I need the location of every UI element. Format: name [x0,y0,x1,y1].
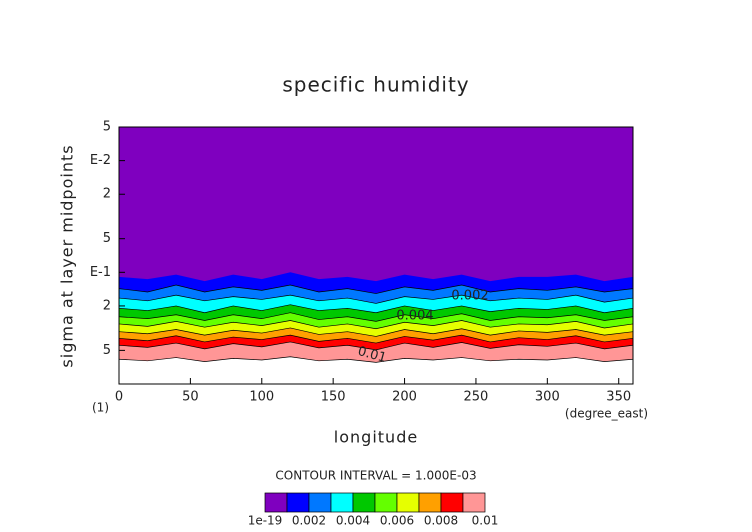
contour-line [118,356,634,363]
x-axis-label: longitude [334,428,418,447]
contour-label: 0.002 [451,289,488,304]
colorbar-box [308,492,332,513]
contour-label: 0.01 [356,344,388,366]
colorbar-box [352,492,376,513]
x-tick-label: 50 [182,390,199,405]
y-tick-label: E-2 [90,153,111,168]
x-tick-label: 100 [249,390,274,405]
y-tick-label: 2 [103,187,111,202]
x-tick-label: 350 [606,390,631,405]
y-tick-label: 5 [103,231,111,246]
colorbar-box [418,492,442,513]
y-tick-label: 2 [103,298,111,313]
contour-line [118,320,634,330]
contour-line [118,334,634,344]
colorbar-box [396,492,420,513]
contour-line [118,327,634,337]
contour-line [118,304,634,314]
colorbar-box [286,492,310,513]
contour-interval: CONTOUR INTERVAL = 1.000E-03 [275,469,476,483]
colorbar-box [330,492,354,513]
colorbar-box [440,492,464,513]
colorbar-label: 0.008 [424,514,458,528]
colorbar-label: 0.004 [336,514,370,528]
colorbar-label: 0.002 [292,514,326,528]
y-tick-label small: (1) [92,401,109,415]
colorbar-label: 0.01 [472,514,499,528]
contour-label: 0.004 [396,309,433,324]
colorbar-label: 1e-19 [248,514,283,528]
contour-line [118,294,634,304]
colorbar-box [374,492,398,513]
plot-frame [118,126,634,385]
x-tick-label: 200 [392,390,417,405]
chart-title: specific humidity [282,73,469,97]
y-tick-label: 5 [103,343,111,358]
x-tick-label: 150 [321,390,346,405]
y-tick-label: 5 [103,120,111,135]
contour-band [119,127,633,282]
x-units: (degree_east) [565,407,648,421]
contour-line [118,284,634,294]
x-tick-label: 250 [464,390,489,405]
y-axis-label: sigma at layer midpoints [58,144,77,367]
colorbar-box [462,492,486,513]
y-tick-label: E-1 [90,265,111,280]
contour-line [118,341,634,351]
colorbar-label: 0.006 [380,514,414,528]
x-tick-label: 300 [535,390,560,405]
colorbar-box [264,492,288,513]
contour-line [118,312,634,322]
x-tick-label: 0 [115,390,123,405]
